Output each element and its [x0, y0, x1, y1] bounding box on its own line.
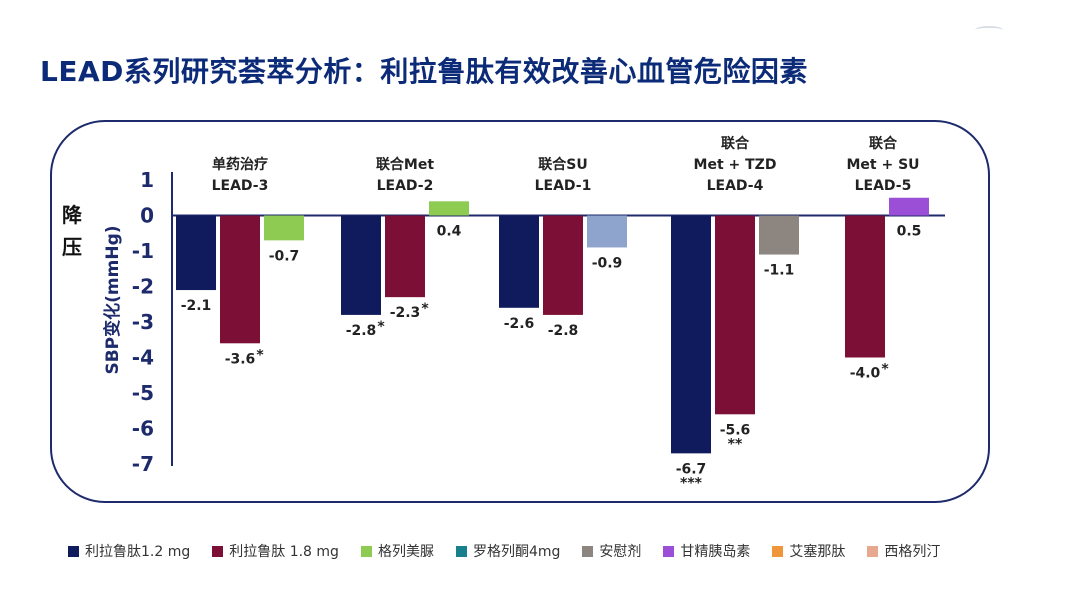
chart-legend: 利拉鲁肽1.2 mg 利拉鲁肽 1.8 mg 格列美脲 罗格列酮4mg 安慰剂 甘精胰岛素…	[68, 541, 962, 561]
bar-格列美脲	[264, 215, 304, 241]
bar-value-label: -3.6	[225, 351, 256, 367]
significance-mark: ***	[680, 475, 703, 491]
legend-label: 罗格列酮4mg	[472, 544, 561, 560]
legend-swatch	[772, 545, 784, 557]
group-label: LEAD-3	[212, 178, 269, 194]
group-label: 联合SU	[538, 156, 587, 173]
y-axis-label: SBP变化(mmHg)	[102, 225, 123, 374]
side-label-char: 降	[62, 203, 83, 227]
y-tick-label: 1	[140, 168, 154, 192]
group-label: LEAD-2	[377, 178, 434, 194]
bar-value-label: -4.0	[850, 366, 881, 382]
group-label: LEAD-5	[855, 178, 912, 194]
y-tick-label: -1	[132, 239, 154, 263]
legend-label: 甘精胰岛素	[680, 544, 751, 560]
significance-mark: *	[377, 319, 385, 335]
group-label: LEAD-4	[707, 178, 764, 194]
legend-item: 安慰剂	[582, 541, 641, 561]
bar-value-label: -2.3	[390, 305, 421, 321]
legend-swatch	[663, 545, 675, 557]
significance-mark: **	[728, 436, 743, 452]
legend-label: 利拉鲁肽1.2 mg	[85, 544, 191, 560]
y-tick-label: -5	[132, 381, 154, 405]
legend-label: 利拉鲁肽 1.8 mg	[229, 544, 339, 560]
legend-label: 艾塞那肽	[789, 544, 846, 560]
legend-item: 西格列汀	[867, 541, 940, 561]
bar-甘精胰岛素	[889, 197, 929, 216]
y-tick-label: 0	[140, 204, 154, 228]
bar-value-label: -0.7	[269, 248, 300, 264]
significance-mark: *	[256, 347, 264, 363]
bar-利拉鲁肽-1.8-mg	[385, 215, 425, 298]
bar-value-label: -1.1	[764, 263, 795, 279]
legend-swatch	[68, 545, 79, 557]
legend-item: 利拉鲁肽 1.8 mg	[212, 541, 339, 561]
legend-item: 甘精胰岛素	[663, 541, 750, 561]
bar-安慰剂	[759, 215, 799, 255]
group-label: Met + TZD	[694, 157, 777, 173]
group-label: 联合	[721, 135, 750, 152]
bar-value-label: -2.1	[181, 298, 212, 314]
bar-value-label: -2.6	[504, 316, 535, 332]
chart-frame	[50, 120, 990, 503]
group-label: 单药治疗	[212, 156, 268, 173]
bar-value-label: 0.4	[437, 224, 462, 240]
bar-value-label: -2.8	[548, 323, 579, 339]
bar-利拉鲁肽-1.8-mg	[845, 215, 885, 358]
bar-value-label: -5.6	[720, 422, 751, 438]
legend-swatch	[360, 545, 372, 557]
bar-利拉鲁肽-1.8-mg	[715, 215, 755, 415]
y-tick-label: -3	[132, 310, 154, 334]
group-label: LEAD-1	[535, 178, 592, 194]
legend-item: 利拉鲁肽1.2 mg	[68, 541, 190, 561]
group-label: 联合	[869, 135, 898, 152]
legend-swatch	[867, 545, 879, 557]
bar-利拉鲁肽-1.8-mg	[220, 215, 260, 344]
significance-mark: *	[421, 301, 429, 317]
y-tick-label: -7	[132, 452, 154, 476]
legend-item: 格列美脲	[360, 541, 434, 561]
legend-label: 格列美脲	[377, 544, 434, 560]
legend-swatch	[455, 545, 467, 557]
bar-value-label: 0.5	[897, 224, 922, 240]
side-label-char: 压	[62, 235, 82, 259]
y-tick-label: -6	[132, 417, 154, 441]
legend-label: 安慰剂	[599, 544, 642, 560]
bar-value-label: -0.9	[592, 255, 623, 271]
bar-罗格列酮4mg	[587, 215, 627, 248]
significance-mark: *	[881, 362, 889, 378]
legend-item: 艾塞那肽	[772, 541, 845, 561]
y-tick-label: -4	[132, 346, 154, 370]
legend-swatch	[212, 545, 224, 557]
bar-利拉鲁肽1.2-mg	[176, 215, 216, 291]
slide-title: LEAD系列研究荟萃分析：利拉鲁肽有效改善心血管危险因素	[40, 55, 808, 88]
legend-item: 罗格列酮4mg	[455, 541, 561, 561]
legend-swatch	[582, 545, 594, 557]
group-label: 联合Met	[376, 156, 434, 173]
bar-利拉鲁肽1.2-mg	[499, 215, 539, 308]
bar-value-label: -2.8	[346, 323, 377, 339]
bar-value-label: -6.7	[676, 461, 707, 477]
y-tick-label: -2	[132, 275, 154, 299]
bar-利拉鲁肽1.2-mg	[341, 215, 381, 315]
bar-格列美脲	[429, 201, 469, 216]
bar-利拉鲁肽1.2-mg	[671, 215, 711, 454]
group-label: Met + SU	[846, 157, 919, 173]
legend-label: 西格列汀	[884, 544, 941, 560]
corner-decoration	[975, 26, 1003, 34]
bar-利拉鲁肽-1.8-mg	[543, 215, 583, 315]
